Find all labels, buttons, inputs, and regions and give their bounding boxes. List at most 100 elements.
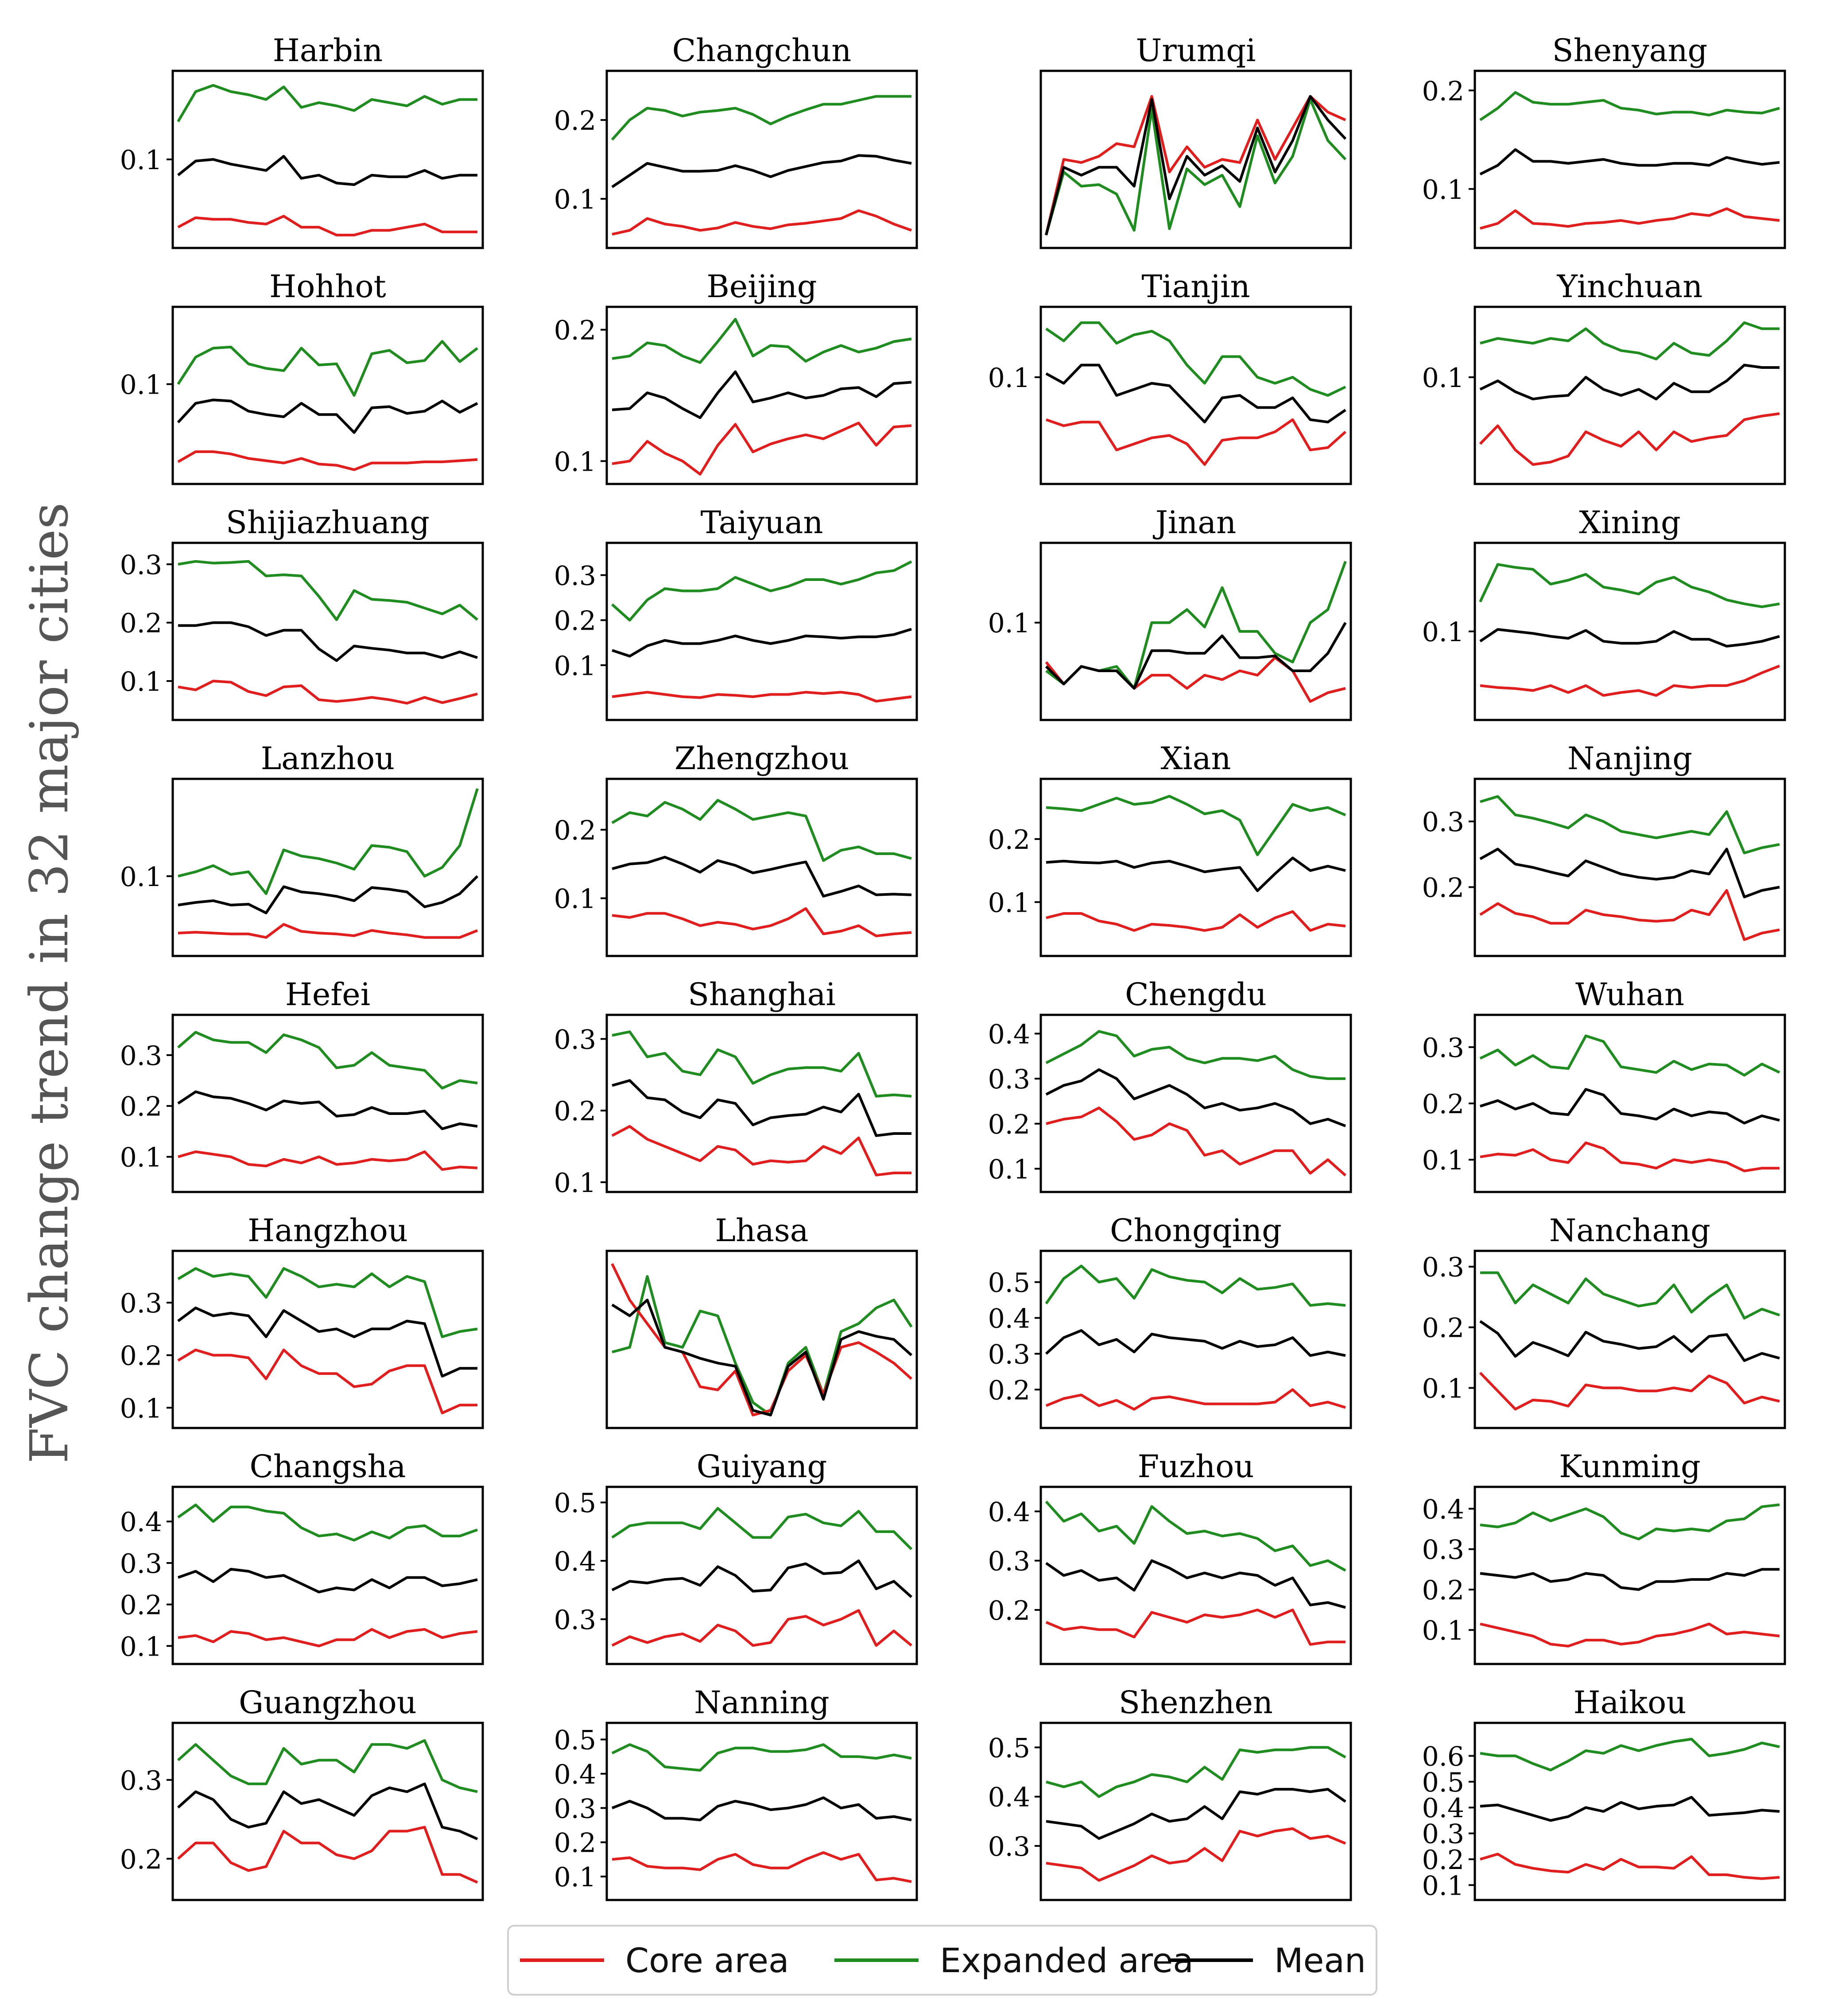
series-line-mean-shenyang [1479,148,1780,176]
series-line-core-area-yinchuan [1479,412,1780,466]
panel-frame-changchun [605,70,918,249]
series-line-core-area-nanjing [1479,889,1780,941]
y-tick-label-guiyang: 0.3 [554,1605,596,1636]
panel-title-zhengzhou: Zhengzhou [675,740,849,777]
panel-xining: Xining 0.1 [1422,504,1786,721]
y-tick-label-haikou: 0.5 [1422,1767,1464,1798]
y-tick-label-nanning: 0.1 [554,1862,596,1893]
panel-taiyuan: Taiyuan 0.1 0.2 0.3 [554,504,918,721]
series-line-mean-chengdu [1045,1068,1346,1127]
legend-label-mean: Mean [1274,1940,1366,1980]
series-line-expanded-area-nanning [611,1743,912,1772]
series-line-expanded-area-kunming [1480,1503,1780,1540]
panel-shanghai: Shanghai 0.1 0.2 0.3 [554,976,918,1199]
y-tick-label-nanning: 0.4 [554,1759,596,1790]
series-line-expanded-area-hohhot [177,340,478,397]
panel-title-urumqi: Urumqi [1136,32,1256,69]
series-line-expanded-area-shanghai [612,1030,912,1098]
series-line-mean-nanjing [1479,847,1780,898]
panel-hangzhou: Hangzhou 0.1 0.2 0.3 [120,1212,484,1429]
series-line-core-area-taiyuan [612,691,912,703]
y-tick-label-lanzhou: 0.1 [120,862,162,893]
series-line-mean-nanning [611,1796,912,1822]
y-tick-label-shijiazhuang: 0.1 [120,666,162,697]
series-line-mean-shanghai [612,1079,911,1137]
y-tick-label-nanjing: 0.2 [1422,873,1464,904]
series-line-expanded-area-urumqi [1045,98,1347,236]
panel-haikou: Haikou 0.10.20.30.40.50.6 [1422,1684,1786,1901]
panel-frame-xining [1474,542,1786,721]
series-line-expanded-area-guiyang [611,1507,913,1550]
panel-frame-shenzhen [1039,1722,1352,1901]
y-tick-label-taiyuan: 0.3 [554,561,596,592]
y-tick-label-fuzhou: 0.2 [988,1595,1030,1626]
series-line-expanded-area-lanzhou [178,788,479,895]
series-line-expanded-area-guangzhou [177,1739,478,1793]
panel-frame-fuzhou [1039,1486,1352,1665]
panel-changchun: Changchun 0.1 0.2 [554,32,918,249]
y-tick-label-zhengzhou: 0.2 [554,815,596,846]
series-line-core-area-shijiazhuang [178,680,478,705]
y-tick-label-chongqing: 0.3 [988,1339,1030,1370]
y-tick-label-kunming: 0.4 [1422,1494,1464,1525]
series-line-mean-lhasa [611,1299,913,1416]
series-line-core-area-hangzhou [177,1348,477,1415]
y-tick-label-guangzhou: 0.3 [120,1765,162,1796]
legend-item-core-area: Core area [520,1927,789,1994]
y-tick-label-hangzhou: 0.3 [120,1288,162,1319]
y-tick-label-wuhan: 0.3 [1422,1033,1464,1064]
panel-guangzhou: Guangzhou 0.2 0.3 [120,1684,484,1901]
panel-title-shenzhen: Shenzhen [1119,1684,1273,1721]
series-line-mean-jinan [1045,622,1347,690]
y-tick-label-fuzhou: 0.3 [988,1546,1030,1577]
y-tick-label-kunming: 0.3 [1422,1535,1464,1566]
y-tick-label-nanchang: 0.3 [1422,1252,1464,1283]
panel-title-nanning: Nanning [694,1684,829,1721]
panel-title-haikou: Haikou [1574,1684,1687,1721]
panel-frame-urumqi [1039,70,1352,249]
panel-frame-tianjin [1039,306,1352,485]
panel-frame-wuhan [1474,1014,1786,1193]
series-line-expanded-area-harbin [177,84,477,123]
series-line-core-area-changchun [612,209,912,236]
panel-frame-zhengzhou [605,778,918,957]
panel-chongqing: Chongqing 0.2 0.3 0.4 0.5 [988,1212,1352,1429]
series-line-expanded-area-chongqing [1045,1265,1346,1307]
panel-jinan: Jinan 0.1 [988,504,1352,721]
series-line-mean-hangzhou [177,1306,477,1378]
panel-frame-changsha [171,1486,484,1665]
legend-item-expanded-area: Expanded area [834,1927,1194,1994]
series-line-core-area-chongqing [1045,1388,1346,1411]
series-line-expanded-area-nanchang [1480,1271,1780,1320]
panel-frame-jinan [1039,542,1352,721]
panel-title-guangzhou: Guangzhou [239,1684,417,1721]
y-tick-label-zhengzhou: 0.1 [554,884,596,915]
series-line-core-area-fuzhou [1045,1608,1346,1646]
panel-xian: Xian 0.1 0.2 [988,740,1352,957]
y-tick-label-jinan: 0.1 [988,608,1030,639]
panel-frame-yinchuan [1474,306,1786,485]
series-line-core-area-wuhan [1480,1141,1780,1172]
y-tick-label-chengdu: 0.4 [988,1019,1030,1050]
y-tick-label-xian: 0.2 [988,824,1030,855]
y-tick-label-changsha: 0.3 [120,1548,162,1579]
series-line-core-area-guiyang [611,1609,912,1647]
panel-frame-shanghai [605,1014,918,1193]
panel-frame-shenyang [1474,70,1786,249]
panel-frame-kunming [1474,1486,1786,1665]
series-line-core-area-chengdu [1046,1107,1347,1176]
panel-title-hefei: Hefei [285,976,370,1013]
y-tick-label-haikou: 0.1 [1422,1870,1464,1901]
y-tick-label-shijiazhuang: 0.2 [120,608,162,639]
panel-title-fuzhou: Fuzhou [1138,1448,1254,1485]
y-tick-label-shenyang: 0.2 [1422,76,1464,107]
y-tick-label-taiyuan: 0.1 [554,650,596,681]
series-line-mean-zhengzhou [612,855,912,898]
series-line-expanded-area-hangzhou [177,1267,478,1339]
series-line-mean-chongqing [1045,1329,1346,1357]
y-tick-label-beijing: 0.1 [554,446,596,477]
series-line-mean-hefei [177,1090,478,1130]
panel-title-yinchuan: Yinchuan [1557,268,1703,305]
series-line-core-area-guangzhou [177,1826,478,1884]
